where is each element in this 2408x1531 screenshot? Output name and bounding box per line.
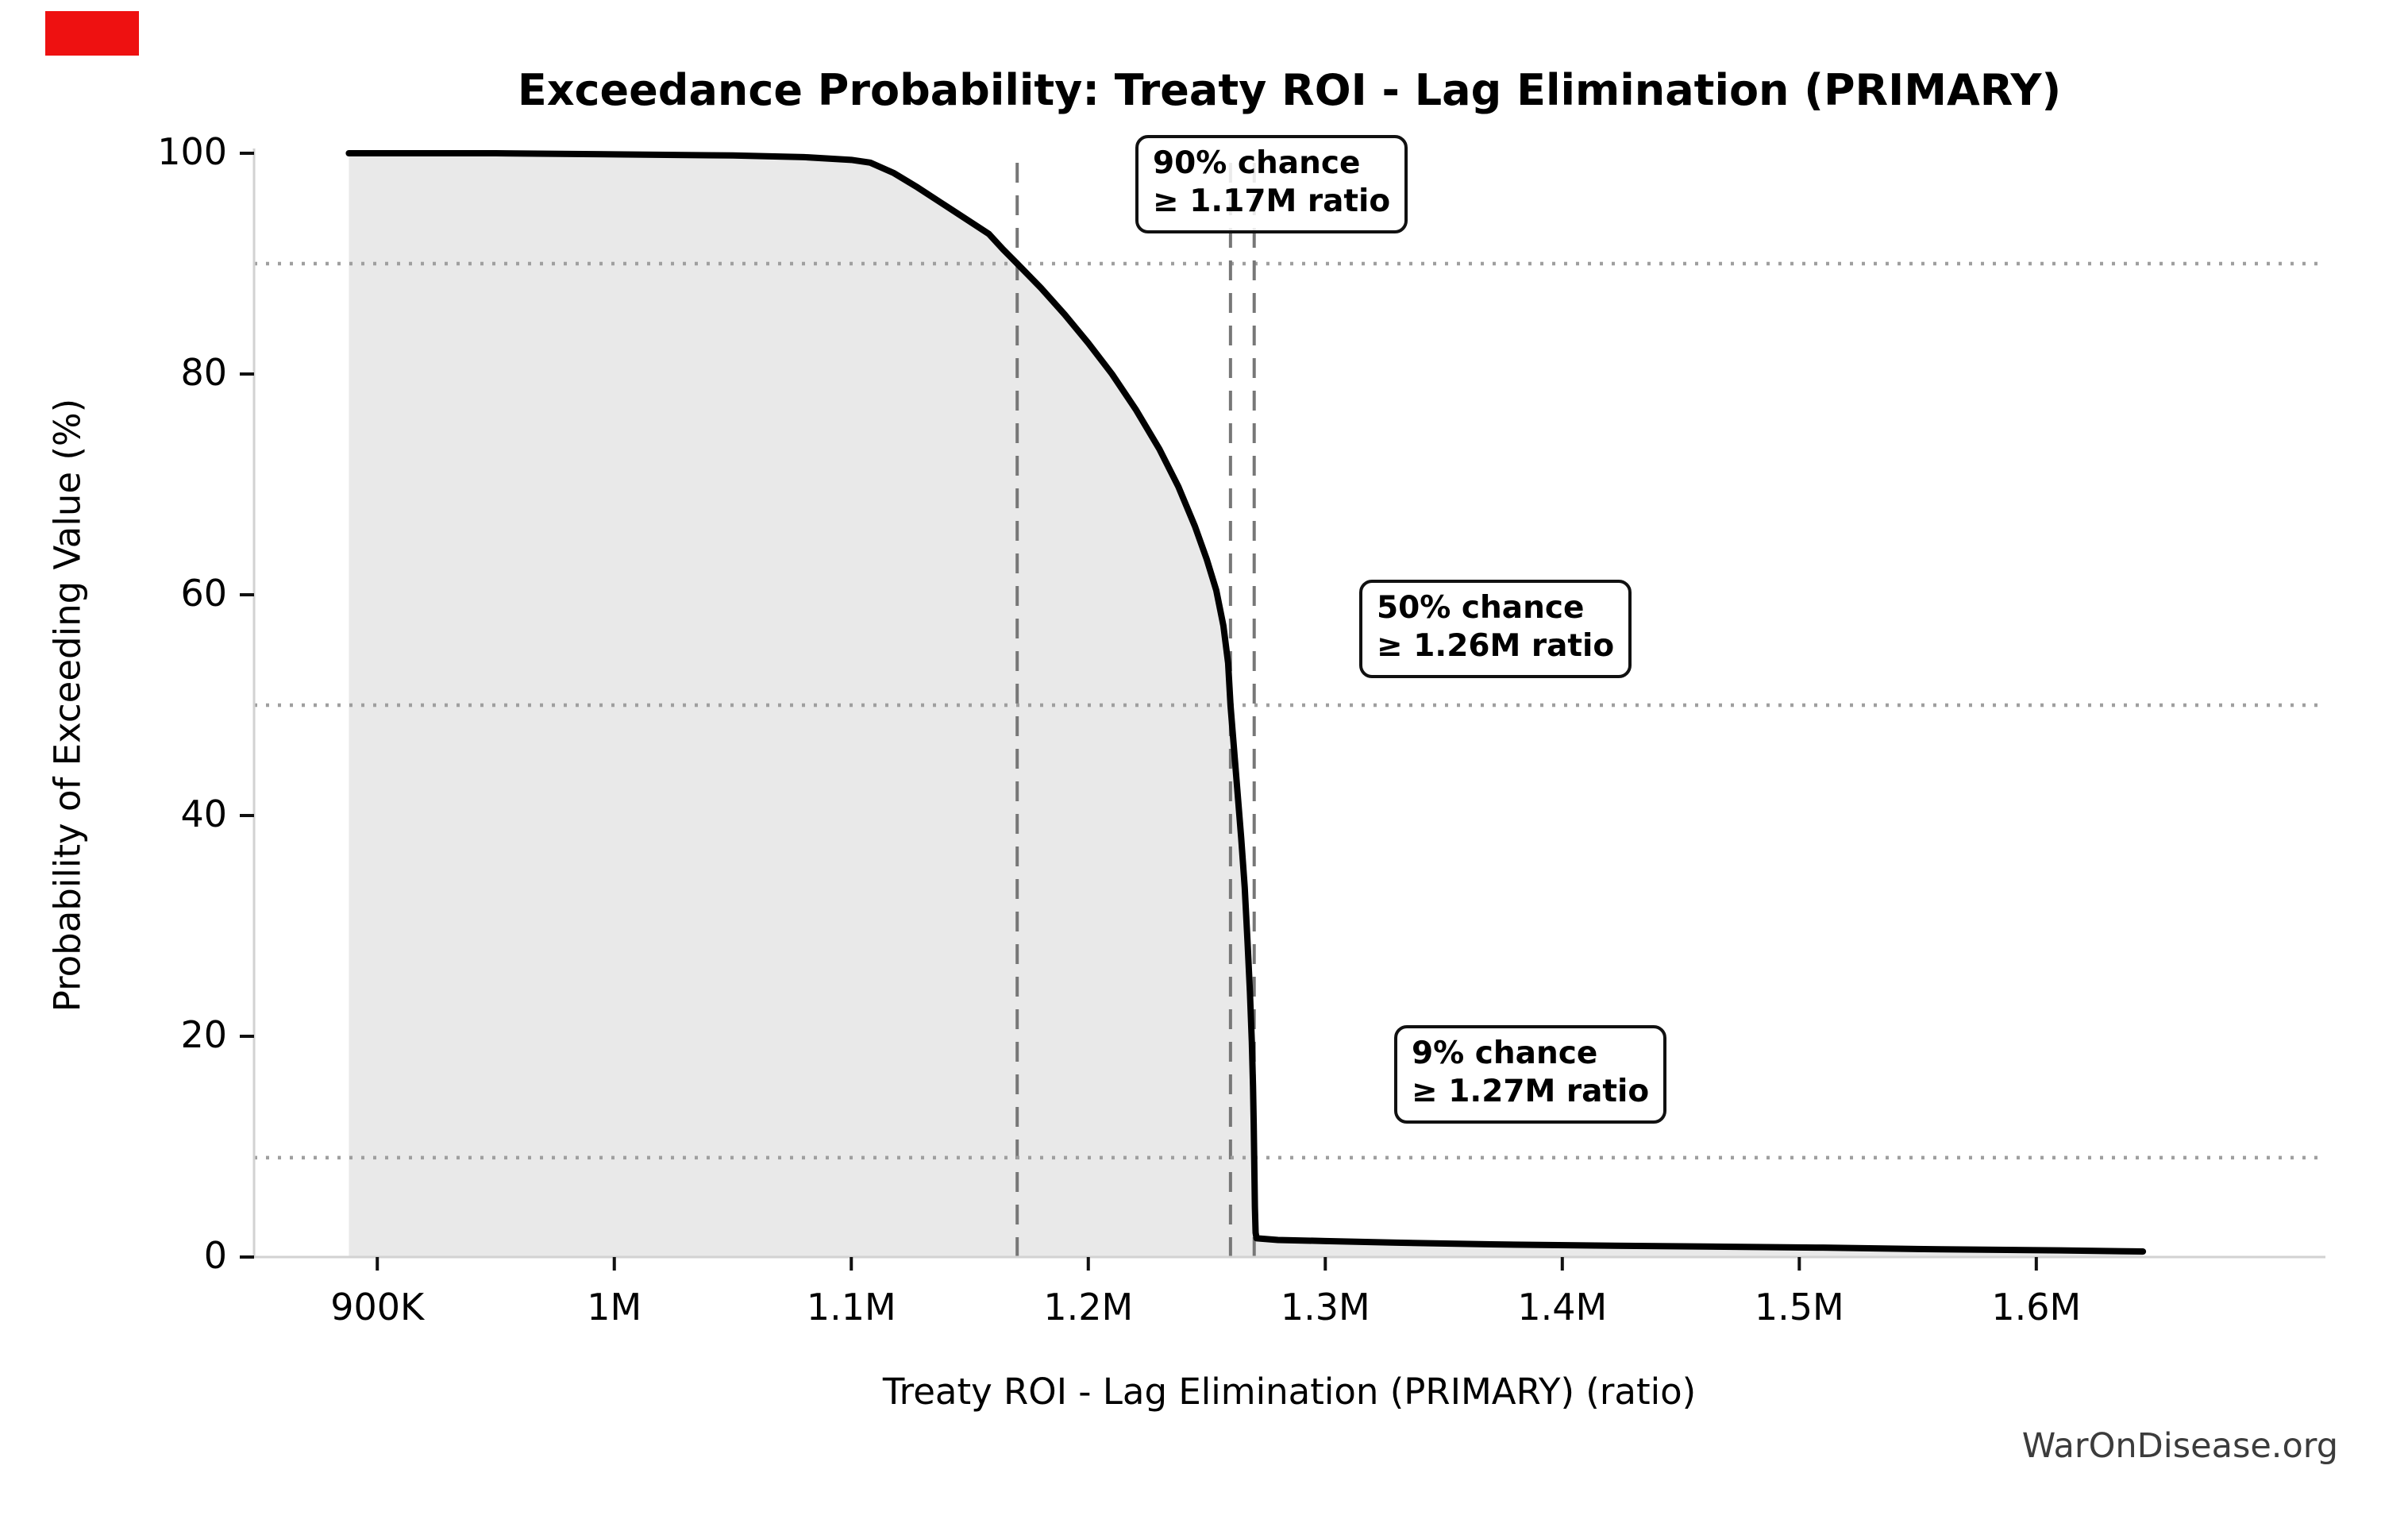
annotation-9pct-line2: ≥ 1.27M ratio: [1412, 1073, 1650, 1109]
x-tick-label: 1.6M: [1991, 1286, 2082, 1329]
x-axis-label: Treaty ROI - Lag Elimination (PRIMARY) (…: [882, 1371, 1697, 1413]
annotation-50pct-line1: 50% chance: [1377, 590, 1585, 626]
y-tick-label: 40: [180, 792, 227, 835]
x-tick-label: 1.5M: [1754, 1286, 1844, 1329]
exceedance-curve: [345, 150, 2147, 1255]
y-tick-label: 20: [180, 1013, 227, 1056]
x-tick-label: 1.1M: [806, 1286, 896, 1329]
x-tick-label: 1.3M: [1280, 1286, 1370, 1329]
y-tick-label: 0: [203, 1234, 227, 1277]
annotation-50pct-line2: ≥ 1.26M ratio: [1377, 627, 1615, 664]
watermark: WarOnDisease.org: [2021, 1426, 2338, 1466]
y-axis-label: Probability of Exceeding Value (%): [46, 398, 89, 1012]
annotation-50pct: 50% chance ≥ 1.26M ratio: [1359, 580, 1632, 678]
chart-title: Exceedance Probability: Treaty ROI - Lag…: [517, 65, 2062, 115]
x-tick-label: 1.4M: [1517, 1286, 1608, 1329]
x-tick-label: 900K: [330, 1286, 425, 1329]
annotation-9pct: 9% chance ≥ 1.27M ratio: [1394, 1025, 1667, 1124]
x-tick-label: 1.2M: [1043, 1286, 1134, 1329]
annotation-90pct-line1: 90% chance: [1153, 145, 1361, 181]
x-tick-label: 1M: [587, 1286, 642, 1329]
annotation-90pct: 90% chance ≥ 1.17M ratio: [1135, 135, 1408, 233]
curve-fill-area: [349, 153, 2144, 1257]
y-tick-label: 80: [180, 351, 227, 394]
annotation-90pct-line2: ≥ 1.17M ratio: [1153, 183, 1391, 219]
annotation-9pct-line1: 9% chance: [1412, 1035, 1598, 1071]
y-tick-label: 100: [157, 130, 227, 173]
y-tick-label: 60: [180, 572, 227, 615]
red-marker-overlay: [45, 11, 139, 56]
